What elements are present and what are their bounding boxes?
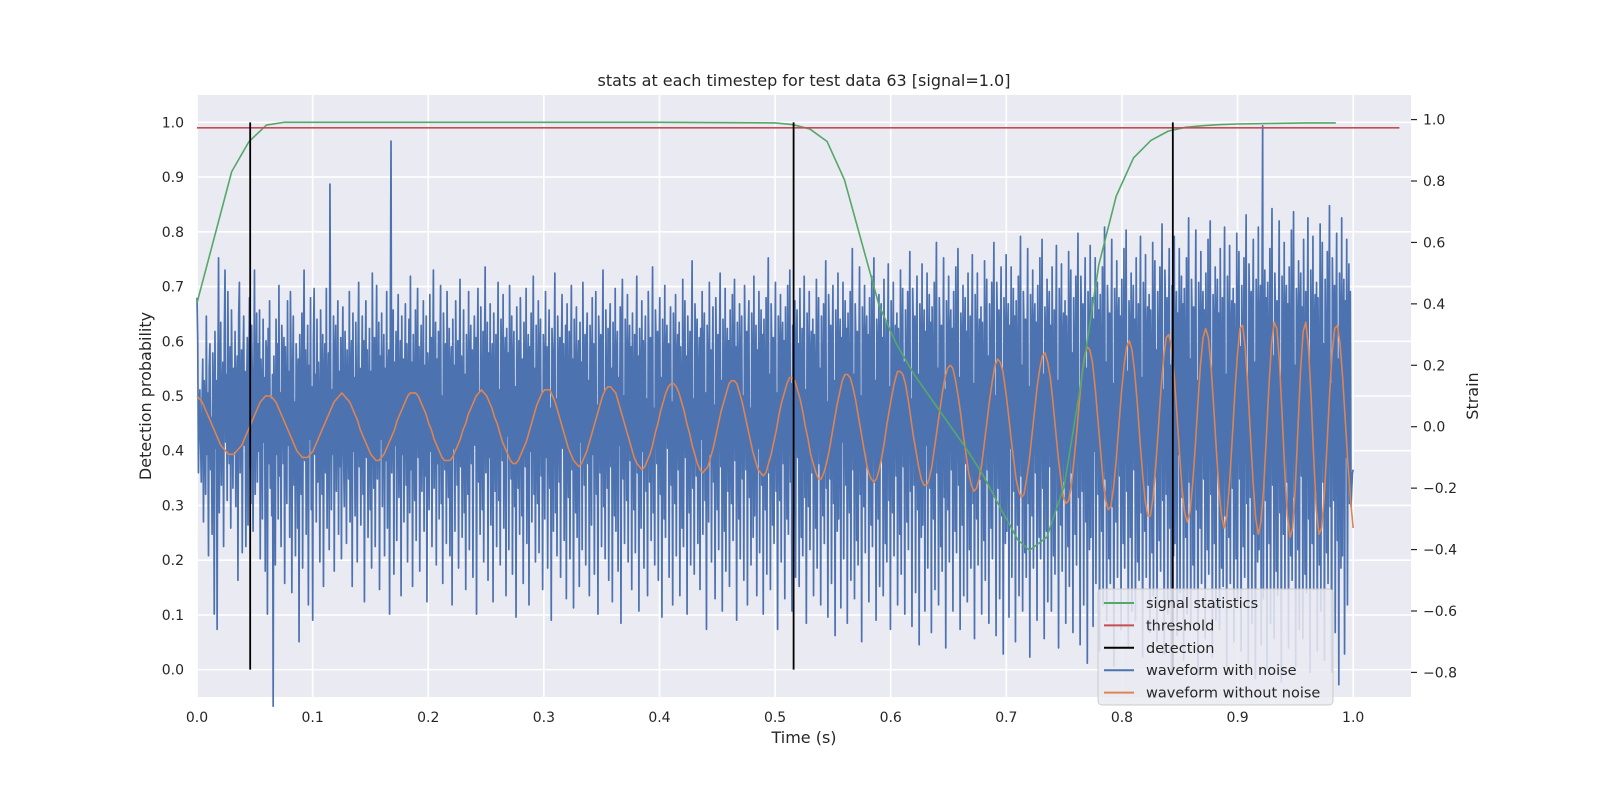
y-right-tick-label: 1.0: [1423, 113, 1445, 129]
y-right-tick-label: 0.6: [1423, 235, 1445, 251]
legend-label-signal-statistics: signal statistics: [1146, 596, 1258, 612]
x-tick-label: 1.0: [1342, 710, 1364, 726]
y-left-tick-label: 0.4: [162, 444, 184, 460]
y-right-tick-label: 0.8: [1423, 174, 1445, 190]
x-tick-label: 0.4: [648, 710, 670, 726]
y-left-tick-label: 1.0: [162, 115, 184, 131]
x-tick-label: 0.1: [301, 710, 323, 726]
x-tick-label: 0.8: [1111, 710, 1133, 726]
y-right-tick-label: 0.4: [1423, 297, 1445, 313]
series-layer: [196, 121, 1400, 708]
x-tick-label: 0.7: [995, 710, 1017, 726]
y-left-tick-label: 0.8: [162, 225, 184, 241]
x-tick-label: 0.0: [186, 710, 208, 726]
x-axis-label: Time (s): [770, 728, 836, 747]
chart-title: stats at each timestep for test data 63 …: [598, 71, 1011, 90]
series-line-waveform-without-noise: [196, 321, 1354, 539]
y-right-tick-label: −0.4: [1423, 543, 1457, 559]
y-left-tick-label: 0.7: [162, 280, 184, 296]
legend-label-waveform-with-noise: waveform with noise: [1146, 663, 1297, 679]
x-tick-label: 0.3: [533, 710, 555, 726]
x-tick-label: 0.2: [417, 710, 439, 726]
legend: signal statistics threshold detection wavef…: [1097, 588, 1334, 706]
legend-label-detection: detection: [1146, 641, 1214, 657]
legend-label-waveform-without-noise: waveform without noise: [1146, 686, 1320, 702]
y-left-tick-label: 0.3: [162, 498, 184, 514]
legend-box: [1097, 588, 1334, 706]
x-tick-label: 0.9: [1226, 710, 1248, 726]
y-left-tick-label: 0.1: [162, 608, 184, 624]
x-tick-label: 0.6: [880, 710, 902, 726]
y-axis-right-label: Strain: [1463, 372, 1482, 419]
y-left-tick-label: 0.9: [162, 170, 184, 186]
series-line-waveform-with-noise: [196, 124, 1355, 708]
y-axis-left-label: Detection probability: [136, 312, 155, 480]
y-left-tick-label: 0.0: [162, 663, 184, 679]
y-left-tick-label: 0.6: [162, 334, 184, 350]
series-line-signal-statistics: [196, 121, 1336, 552]
legend-label-threshold: threshold: [1146, 618, 1214, 634]
y-right-tick-label: 0.2: [1423, 358, 1445, 374]
y-left-tick-label: 0.5: [162, 389, 184, 405]
y-right-tick-label: −0.6: [1423, 604, 1457, 620]
x-tick-label: 0.5: [764, 710, 786, 726]
y-right-tick-label: 0.0: [1423, 420, 1445, 436]
y-right-tick-label: −0.2: [1423, 481, 1457, 497]
y-right-tick-label: −0.8: [1423, 665, 1457, 681]
y-left-tick-label: 0.2: [162, 553, 184, 569]
axes-layer: 0.0 0.1 0.2 0.3 0.4 0.5 0.6 0.7 0.8 0.9 1.0 0.0 0.1 0…: [162, 113, 1457, 726]
